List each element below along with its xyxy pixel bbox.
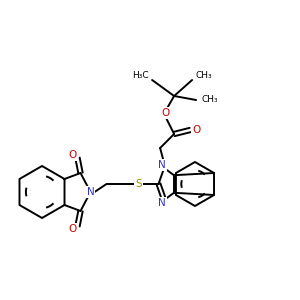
Text: N: N [158,160,166,170]
Text: O: O [68,150,76,160]
Text: H₃C: H₃C [132,71,148,80]
Text: CH₃: CH₃ [196,71,212,80]
Text: CH₃: CH₃ [202,95,218,104]
Text: S: S [135,179,142,189]
Text: N: N [87,187,94,197]
Text: O: O [161,108,169,118]
Text: O: O [68,224,76,234]
Text: O: O [192,125,200,135]
Text: N: N [158,198,166,208]
